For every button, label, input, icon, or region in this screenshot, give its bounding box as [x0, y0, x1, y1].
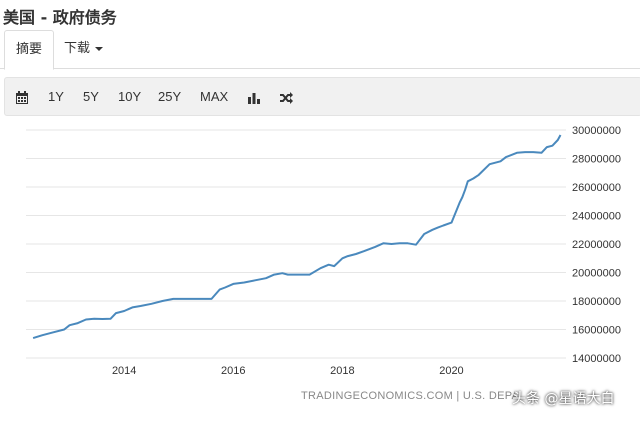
y-tick-label: 16000000 [572, 325, 621, 337]
range-25y-button[interactable]: 25Y [158, 89, 182, 104]
y-tick-label: 30000000 [572, 125, 621, 137]
y-tick-label: 14000000 [572, 353, 621, 365]
range-max-button[interactable]: MAX [200, 89, 229, 104]
range-5y-button[interactable]: 5Y [83, 89, 99, 104]
x-tick-label: 2014 [112, 365, 136, 377]
tab-summary[interactable]: 摘要 [4, 30, 54, 70]
y-tick-label: 22000000 [572, 239, 621, 251]
x-tick-label: 2020 [439, 365, 463, 377]
page-title: 美国 - 政府债务 [3, 8, 117, 27]
y-tick-label: 24000000 [572, 211, 621, 223]
y-tick-label: 18000000 [572, 296, 621, 308]
x-tick-label: 2016 [221, 365, 245, 377]
y-axis-labels: 14000000 16000000 18000000 20000000 22000000… [572, 125, 621, 365]
caret-down-icon [95, 46, 104, 51]
chart-toolbar: 1Y 5Y 10Y 25Y MAX [4, 77, 640, 116]
bar-chart-icon[interactable] [247, 78, 261, 115]
watermark: 头条 @星语大白 [512, 391, 615, 407]
y-tick-label: 28000000 [572, 154, 621, 166]
calendar-icon[interactable] [15, 78, 29, 115]
x-tick-label: 2018 [330, 365, 354, 377]
tab-download[interactable]: 下载 [64, 30, 104, 68]
tab-bar: 摘要 下载 [0, 30, 640, 70]
y-tick-label: 26000000 [572, 182, 621, 194]
grid-lines [26, 129, 566, 359]
source-label: TRADINGECONOMICS.COM | U.S. DEPARTMENT [301, 390, 516, 402]
range-10y-button[interactable]: 10Y [118, 89, 142, 104]
line-chart: 2014 2016 2018 2020 14000000 16000000 1800000… [26, 125, 621, 377]
series-line [32, 134, 562, 340]
title-bar: 美国 - 政府债务 [0, 0, 640, 30]
y-tick-label: 20000000 [572, 268, 621, 280]
shuffle-icon[interactable] [279, 78, 294, 115]
x-axis-labels: 2014 2016 2018 2020 [112, 365, 464, 377]
range-1y-button[interactable]: 1Y [48, 89, 64, 104]
tab-download-label: 下载 [64, 41, 91, 56]
chart-area: 2014 2016 2018 2020 14000000 16000000 1800000… [0, 118, 640, 417]
